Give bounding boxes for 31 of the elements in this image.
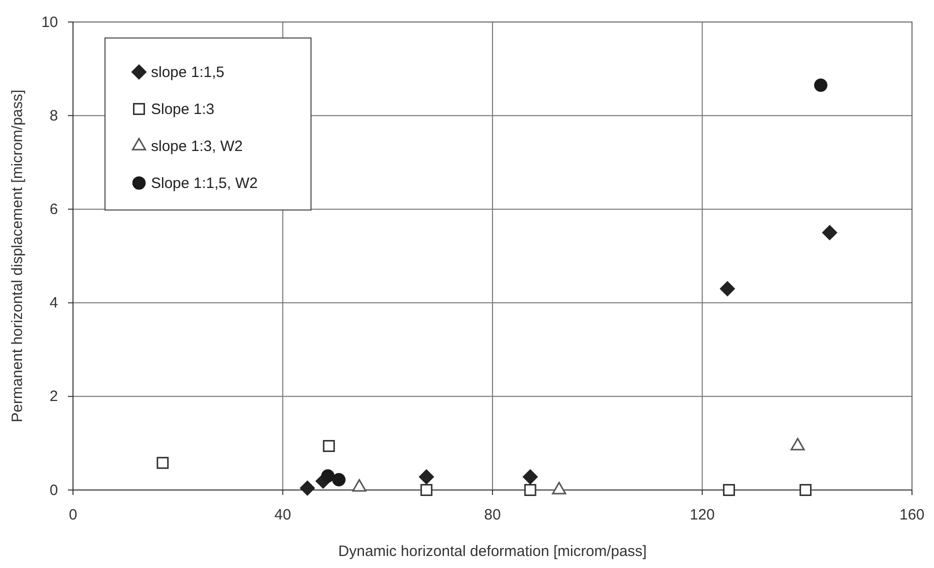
y-axis-title: Permanent horizontal displacement [microm/pass] — [9, 90, 26, 422]
legend-label: slope 1:3, W2 — [151, 138, 243, 155]
point — [822, 225, 838, 240]
point — [420, 484, 432, 496]
y-tick-label: 2 — [50, 388, 58, 406]
y-tick-label: 10 — [41, 14, 58, 31]
point — [332, 473, 346, 486]
point — [300, 480, 315, 496]
point — [156, 456, 169, 469]
y-tick-label: 8 — [50, 107, 58, 124]
x-tick-label: 160 — [899, 506, 925, 524]
point — [720, 281, 735, 296]
legend-label: Slope 1:3 — [151, 101, 214, 118]
y-tick-label: 4 — [50, 294, 58, 312]
point — [723, 484, 735, 496]
x-tick-label: 80 — [484, 506, 501, 524]
point — [524, 484, 536, 496]
x-axis-title: Dynamic horizontal deformation [microm/pass] — [338, 543, 647, 560]
x-tick-label: 40 — [274, 506, 292, 524]
x-tick-label: 120 — [690, 506, 715, 524]
x-tick-label: 0 — [68, 506, 78, 524]
point — [321, 469, 335, 483]
point — [800, 484, 812, 496]
y-tick-label: 6 — [50, 201, 58, 218]
point — [418, 469, 434, 484]
point — [322, 440, 335, 452]
point — [522, 469, 538, 484]
legend-label: slope 1:1,5 — [151, 64, 224, 81]
point — [814, 78, 828, 92]
y-tick-label: 0 — [50, 482, 58, 499]
legend-label: Slope 1:1,5, W2 — [151, 175, 258, 192]
